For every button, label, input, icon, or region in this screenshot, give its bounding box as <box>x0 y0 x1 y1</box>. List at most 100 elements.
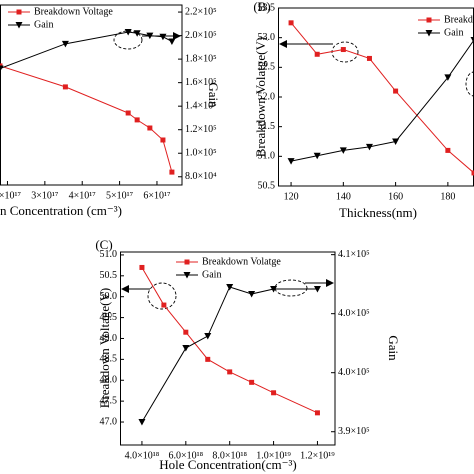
point <box>248 290 256 298</box>
point <box>339 147 347 154</box>
x-axis-label: Hole Concentration(cm⁻³) <box>159 457 296 472</box>
y-tick-label: 48.0 <box>100 375 118 386</box>
x-tick-label: 120 <box>284 191 299 202</box>
y-tick-label: 50.5 <box>258 180 276 191</box>
y2-tick-label: 2.2×10⁵ <box>185 6 217 17</box>
x-tick-label: 1.2×10¹⁹ <box>300 450 335 461</box>
point <box>183 329 189 335</box>
x-tick-label: 6.0×10¹⁸ <box>169 450 204 461</box>
point <box>314 410 320 416</box>
legend-marker <box>16 9 22 15</box>
y-tick-label: 53.0 <box>258 32 276 43</box>
y2-tick-label: 1.2×10⁵ <box>185 124 217 135</box>
legend-marker <box>425 30 433 37</box>
point <box>270 286 278 293</box>
y-axis-label: Breakdown Volatge(V) <box>253 37 268 157</box>
y-tick-label: 48.5 <box>100 354 118 365</box>
series-line <box>290 39 474 162</box>
y2-tick-label: 8.0×10⁴ <box>185 171 217 182</box>
annotations <box>113 30 474 310</box>
point <box>0 65 4 73</box>
x-tick-label: 2×10¹⁷ <box>0 190 22 201</box>
y-tick-label: 50.5 <box>100 270 118 281</box>
legend-label: Gain <box>34 19 53 30</box>
point <box>124 29 132 36</box>
point <box>62 84 68 90</box>
x-tick-label: 8.0×10¹⁸ <box>212 450 247 461</box>
point <box>393 88 399 94</box>
series-line <box>0 31 173 69</box>
y-tick-label: 51.0 <box>258 151 276 162</box>
y2-tick-label: 4.1×10⁵ <box>338 249 370 260</box>
point <box>249 379 255 385</box>
point <box>146 32 154 40</box>
point <box>182 345 190 352</box>
point <box>470 37 474 44</box>
y-tick-label: 47.0 <box>100 416 118 427</box>
x-tick-label: 1.0×10¹⁹ <box>256 450 291 461</box>
series-line <box>0 65 173 173</box>
y2-tick-label: 4.0×10⁵ <box>338 367 370 378</box>
point <box>169 169 175 175</box>
legend-label: Breakdown Volatge <box>202 256 281 267</box>
x-axis-label: n Concentration (cm⁻³) <box>0 203 122 218</box>
point <box>61 40 69 48</box>
y-tick-label: 52.0 <box>258 91 276 102</box>
x-tick-label: 180 <box>440 191 455 202</box>
x-tick-label: 4×10¹⁷ <box>69 190 97 201</box>
panel-label: (C) <box>95 237 112 252</box>
point <box>288 20 294 26</box>
point <box>471 170 474 176</box>
x-tick-label: 5×10¹⁷ <box>106 190 134 201</box>
point <box>133 30 141 37</box>
y2-axis-label: Gain <box>386 335 401 361</box>
dashed-ellipse <box>147 282 177 310</box>
point <box>365 143 373 151</box>
dashed-ellipse <box>465 71 474 97</box>
x-tick-label: 3×10¹⁷ <box>31 190 59 201</box>
point <box>205 356 211 362</box>
y-tick-label: 53.5 <box>258 2 276 13</box>
y-tick-label: 52.5 <box>258 62 276 73</box>
x-tick-label: 140 <box>336 191 351 202</box>
plot-frame <box>0 4 183 186</box>
y2-axis-label: Gain <box>206 82 221 108</box>
point <box>147 125 153 131</box>
point <box>313 286 321 293</box>
point <box>445 147 451 153</box>
point <box>226 283 234 291</box>
point <box>139 264 145 270</box>
legend-marker <box>184 259 190 265</box>
y2-tick-label: 1.4×10⁵ <box>185 100 217 111</box>
point <box>227 369 233 375</box>
point <box>168 38 176 45</box>
y-tick-label: 49.5 <box>100 312 118 323</box>
point <box>204 333 212 340</box>
legend-label: Breakdown Voltage <box>34 6 113 17</box>
dashed-ellipse <box>274 279 308 297</box>
legend-marker <box>183 272 191 279</box>
point <box>159 33 167 41</box>
y-tick-label: 51.0 <box>100 249 118 260</box>
x-tick-label: 4.0×10¹⁸ <box>125 450 160 461</box>
y2-tick-label: 3.9×10⁵ <box>338 426 370 437</box>
point <box>161 302 167 308</box>
point <box>313 152 321 160</box>
y2-tick-label: 4.0×10⁵ <box>338 308 370 319</box>
legend-label: Breakdow <box>444 14 474 25</box>
series-line <box>141 286 318 423</box>
y2-tick-label: 2.0×10⁵ <box>185 30 217 41</box>
point <box>392 138 400 145</box>
y-tick-label: 47.5 <box>100 395 118 406</box>
point <box>138 418 146 426</box>
point <box>287 158 295 165</box>
point <box>340 47 346 53</box>
x-axis-label: Thickness(nm) <box>339 205 417 220</box>
point <box>125 110 131 116</box>
point <box>271 390 277 396</box>
point <box>444 74 452 81</box>
x-tick-label: 160 <box>388 191 403 202</box>
y-axis-label: Breakdown Voltage(V) <box>97 288 112 408</box>
point <box>366 55 372 61</box>
